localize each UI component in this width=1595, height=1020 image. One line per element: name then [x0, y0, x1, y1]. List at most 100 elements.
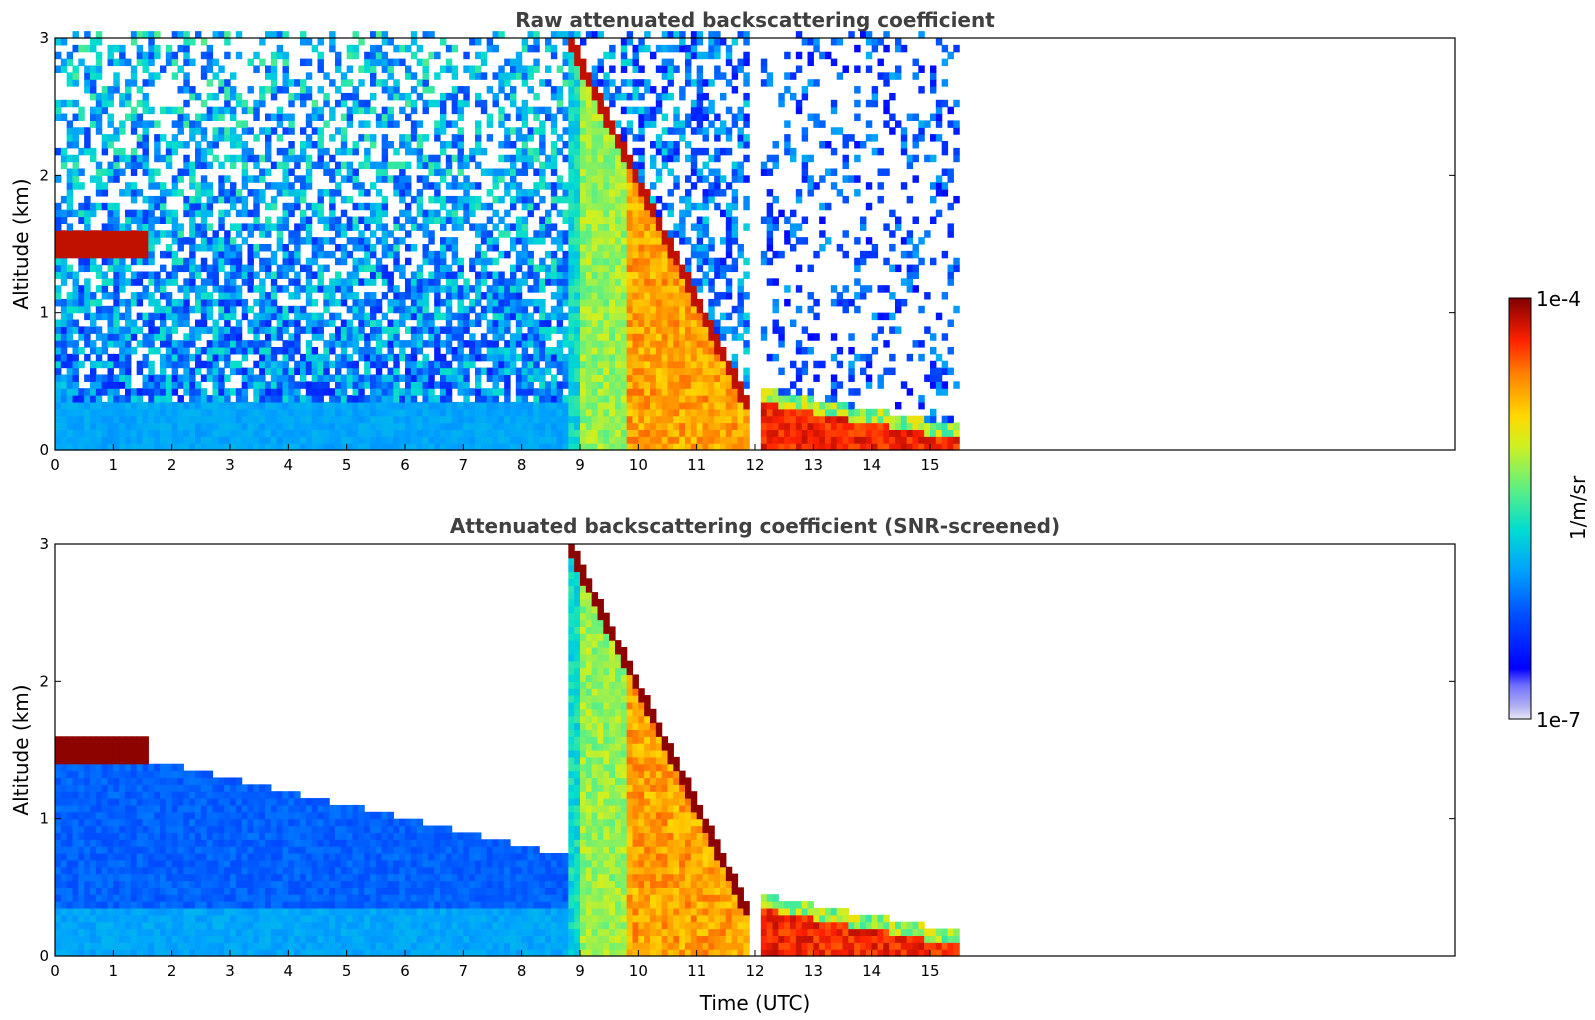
heatmap-cell	[311, 161, 319, 170]
heatmap-cell	[294, 347, 301, 355]
heatmap-cell	[416, 367, 424, 376]
heatmap-cell	[370, 312, 377, 321]
heatmap-cell	[685, 340, 692, 348]
heatmap-cell	[731, 401, 739, 410]
heatmap-cell	[370, 388, 377, 396]
heatmap-cell	[288, 443, 295, 451]
heatmap-cell	[445, 120, 453, 128]
heatmap-cell	[539, 223, 546, 231]
heatmap-cell	[696, 374, 704, 382]
heatmap-cell	[294, 92, 301, 101]
heatmap-cell	[609, 285, 616, 293]
heatmap-cell	[60, 278, 68, 286]
heatmap-cell	[585, 367, 593, 376]
heatmap-cell	[125, 189, 132, 197]
heatmap-cell	[679, 381, 686, 389]
heatmap-cell	[731, 257, 739, 266]
heatmap-cell	[515, 237, 523, 245]
heatmap-cell	[335, 51, 342, 60]
heatmap-cell	[515, 168, 523, 176]
heatmap-cell	[364, 395, 371, 403]
heatmap-cell	[282, 408, 289, 417]
heatmap-cell	[475, 415, 482, 424]
heatmap-cell	[183, 113, 190, 121]
heatmap-cell	[55, 271, 62, 279]
heatmap-cell	[591, 401, 599, 410]
heatmap-cell	[550, 120, 558, 128]
heatmap-cell	[632, 360, 639, 369]
heatmap-cell	[212, 257, 219, 266]
heatmap-cell	[696, 326, 704, 334]
heatmap-cell	[189, 175, 196, 183]
heatmap-cell	[405, 429, 412, 437]
heatmap-cell	[708, 367, 715, 376]
heatmap-cell	[655, 415, 663, 424]
heatmap-cell	[393, 79, 400, 87]
heatmap-cell	[580, 223, 587, 231]
heatmap-cell	[568, 65, 575, 73]
heatmap-cell	[632, 182, 639, 190]
heatmap-cell	[708, 429, 715, 437]
heatmap-cell	[300, 31, 307, 39]
heatmap-cell	[200, 182, 208, 190]
heatmap-cell	[410, 381, 418, 389]
heatmap-cell	[405, 285, 412, 293]
heatmap-cell	[615, 134, 622, 142]
heatmap-cell	[661, 202, 669, 211]
heatmap-cell	[270, 257, 278, 266]
heatmap-cell	[702, 79, 709, 87]
heatmap-cell	[335, 340, 342, 348]
heatmap-cell	[206, 113, 214, 121]
heatmap-cell	[486, 429, 494, 437]
heatmap-cell	[84, 278, 91, 286]
heatmap-cell	[387, 381, 394, 389]
heatmap-cell	[574, 250, 581, 259]
heatmap-cell	[428, 86, 435, 94]
heatmap-cell	[515, 298, 523, 307]
heatmap-cell	[585, 230, 593, 238]
heatmap-cell	[580, 285, 587, 293]
heatmap-cell	[130, 388, 138, 396]
heatmap-cell	[410, 271, 418, 279]
heatmap-cell	[84, 257, 91, 266]
heatmap-cell	[125, 347, 132, 355]
heatmap-cell	[568, 189, 575, 197]
heatmap-cell	[399, 237, 406, 245]
heatmap-cell	[737, 31, 744, 39]
heatmap-cell	[78, 408, 85, 417]
heatmap-cell	[696, 202, 704, 211]
heatmap-cell	[335, 65, 342, 73]
heatmap-cell	[78, 333, 85, 341]
heatmap-cell	[212, 92, 219, 101]
heatmap-cell	[626, 298, 634, 307]
heatmap-cell	[626, 388, 634, 396]
heatmap-cell	[265, 305, 272, 314]
heatmap-cell	[300, 443, 307, 451]
heatmap-cell	[545, 353, 552, 362]
heatmap-cell	[533, 374, 540, 382]
heatmap-cell	[387, 347, 394, 355]
heatmap-cell	[346, 250, 354, 259]
heatmap-cell	[632, 134, 639, 142]
heatmap-cell	[340, 223, 348, 231]
heatmap-cell	[259, 443, 266, 451]
heatmap-cell	[393, 422, 400, 430]
heatmap-cell	[422, 319, 429, 327]
heatmap-cell	[311, 436, 319, 444]
heatmap-cell	[55, 244, 62, 252]
heatmap-cell	[556, 292, 564, 300]
heatmap-cell	[533, 38, 540, 46]
heatmap-cell	[626, 106, 634, 115]
heatmap-cell	[136, 237, 144, 245]
heatmap-cell	[644, 340, 651, 348]
heatmap-cell	[638, 147, 645, 156]
heatmap-cell	[696, 86, 704, 94]
heatmap-cell	[597, 292, 604, 300]
heatmap-cell	[212, 319, 219, 327]
heatmap-cell	[235, 250, 243, 259]
heatmap-cell	[101, 244, 109, 252]
heatmap-cell	[568, 79, 575, 87]
heatmap-cell	[673, 305, 680, 314]
heatmap-cell	[422, 86, 429, 94]
heatmap-cell	[615, 298, 622, 307]
